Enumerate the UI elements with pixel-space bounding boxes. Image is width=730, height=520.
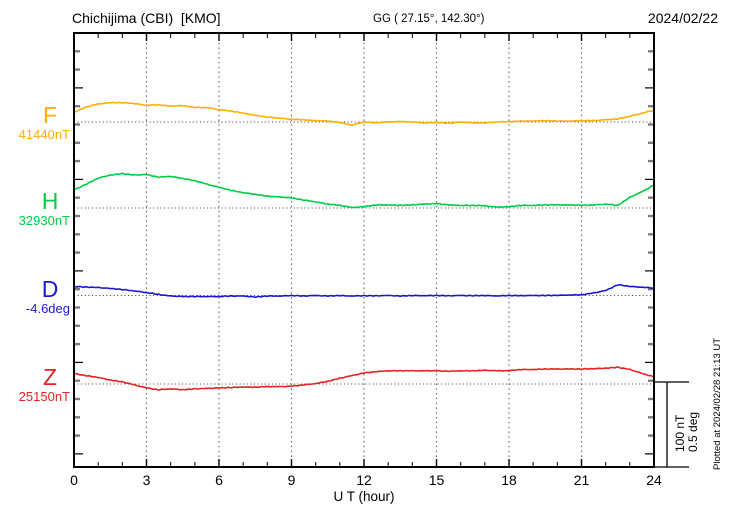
scalebar-label-nt: 100 nT (673, 414, 687, 452)
plot-date: 2024/02/22 (647, 10, 718, 26)
component-label-d: D (41, 276, 59, 302)
x-axis-title: U T (hour) (333, 489, 395, 504)
baseline-value-f: 41440nT (18, 127, 70, 142)
plotted-at-note: Plotted at 2024/02/28 21:13 UT (712, 337, 723, 470)
x-tick-label-18: 18 (501, 472, 517, 488)
x-tick-label-24: 24 (646, 472, 662, 488)
x-tick-label-12: 12 (356, 472, 372, 488)
component-label-f: F (42, 102, 58, 128)
trace-H (73, 172, 655, 209)
baseline-value-d: -4.6deg (25, 301, 70, 316)
baseline-value-h: 32930nT (18, 213, 70, 228)
geographic-coordinates: GG ( 27.15°, 142.30°) (373, 13, 485, 25)
trace-D (73, 283, 655, 299)
scalebar-label-deg: 0.5 deg (686, 411, 700, 452)
x-tick-label-9: 9 (287, 472, 296, 488)
plot-frame (73, 32, 655, 468)
x-tick-label-21: 21 (573, 472, 590, 488)
x-tick-label-6: 6 (215, 472, 223, 488)
station-title: Chichijima (CBI) [KMO] (72, 10, 221, 26)
trace-F (73, 101, 655, 127)
x-tick-label-15: 15 (428, 472, 445, 488)
component-label-h: H (41, 188, 59, 214)
component-label-z: Z (42, 364, 58, 390)
x-tick-label-0: 0 (70, 472, 78, 488)
trace-Z (73, 366, 655, 391)
x-tick-label-3: 3 (142, 472, 151, 488)
baseline-value-z: 25150nT (18, 389, 70, 404)
